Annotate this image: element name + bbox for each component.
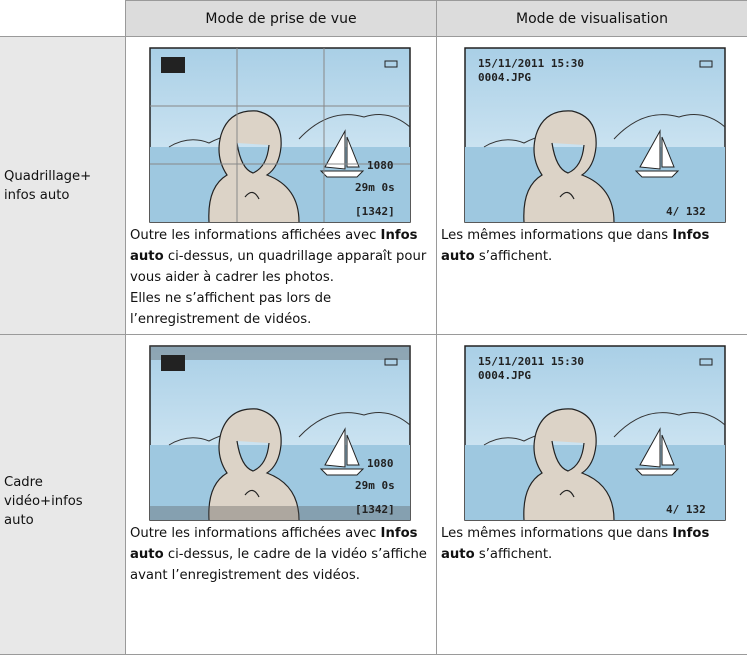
description: Outre les informations affichées avec In… (130, 225, 427, 330)
time-left: 29m 0s (355, 181, 395, 194)
woman (208, 408, 300, 521)
text: Outre les informations affichées avec (130, 526, 381, 541)
text: s’affichent. (474, 547, 553, 562)
woman (523, 408, 615, 521)
text: Elles ne s’affichent pas lors de l’enreg… (130, 291, 332, 327)
header-text: Mode de prise de vue (205, 10, 357, 27)
corner-cell (0, 0, 126, 37)
description: Les mêmes informations que dans Infos au… (441, 225, 737, 267)
file-name: 0004.JPG (478, 369, 531, 382)
movie-frame (150, 346, 410, 360)
movie-size: 1080 (367, 159, 394, 172)
row-label: Cadre vidéo+infos auto (4, 473, 83, 530)
movie-size: 1080 (367, 457, 394, 470)
bold-text: Infos auto (130, 228, 418, 264)
paragraph: Outre les informations affichées avec In… (130, 523, 427, 586)
sailboat (634, 129, 680, 178)
battery-icon (384, 358, 398, 366)
sailboat (634, 427, 680, 476)
content-cell: 15/11/2011 15:30 0004.JPG 4/ 132 Les mêmes … (437, 335, 747, 655)
battery-icon (699, 60, 713, 68)
date-time: 15/11/2011 15:30 (478, 355, 584, 368)
row-label-cell: Quadrillage+ infos auto (0, 37, 126, 335)
shots-left: [1342] (355, 205, 395, 218)
woman (208, 110, 300, 223)
content-cell: 15/11/2011 15:30 0004.JPG 4/ 132 Les mêmes … (437, 37, 747, 335)
header-cell: Mode de visualisation (437, 0, 747, 37)
text: ci-dessus, le cadre de la vidéo s’affich… (130, 547, 427, 583)
paragraph: Outre les informations affichées avec In… (130, 225, 427, 288)
frame-count: 4/ 132 (666, 205, 706, 218)
text: ci-dessus, un quadrillage apparaît pour … (130, 249, 427, 285)
label-line: auto (4, 513, 34, 528)
text: Les mêmes informations que dans (441, 526, 673, 541)
movie-frame (150, 506, 410, 520)
row-label-cell: Cadre vidéo+infos auto (0, 335, 126, 655)
woman (523, 110, 615, 223)
battery-icon (699, 358, 713, 366)
sailboat (319, 427, 365, 476)
mode-icon (161, 57, 185, 73)
date-time: 15/11/2011 15:30 (478, 57, 584, 70)
paragraph: Les mêmes informations que dans Infos au… (441, 523, 737, 565)
content-cell: 1080 29m 0s [1342] Outre les informations a… (126, 37, 437, 335)
header-cell: Mode de prise de vue (126, 0, 437, 37)
file-name: 0004.JPG (478, 71, 531, 84)
description: Les mêmes informations que dans Infos au… (441, 523, 737, 565)
text: s’affichent. (474, 249, 553, 264)
camera-screen: 1080 29m 0s [1342] (149, 47, 411, 223)
mode-icon (161, 355, 185, 371)
description: Outre les informations affichées avec In… (130, 523, 427, 586)
row-label: Quadrillage+ infos auto (4, 167, 91, 205)
label-line: Cadre (4, 475, 43, 490)
bold-text: Infos auto (441, 526, 710, 562)
label-line: infos auto (4, 187, 70, 203)
camera-screen: 1080 29m 0s [1342] (149, 345, 411, 521)
frame-count: 4/ 132 (666, 503, 706, 516)
header-text: Mode de visualisation (516, 10, 668, 27)
time-left: 29m 0s (355, 479, 395, 492)
paragraph: Elles ne s’affichent pas lors de l’enreg… (130, 288, 427, 330)
content-cell: 1080 29m 0s [1342] Outre les informations a… (126, 335, 437, 655)
paragraph: Les mêmes informations que dans Infos au… (441, 225, 737, 267)
text: Outre les informations affichées avec (130, 228, 381, 243)
bold-text: Infos auto (130, 526, 418, 562)
battery-icon (384, 60, 398, 68)
shots-left: [1342] (355, 503, 395, 516)
text: Les mêmes informations que dans (441, 228, 673, 243)
sailboat (319, 129, 365, 178)
label-line: Quadrillage+ (4, 168, 92, 184)
bold-text: Infos auto (441, 228, 710, 264)
label-line: vidéo+infos (4, 494, 83, 509)
